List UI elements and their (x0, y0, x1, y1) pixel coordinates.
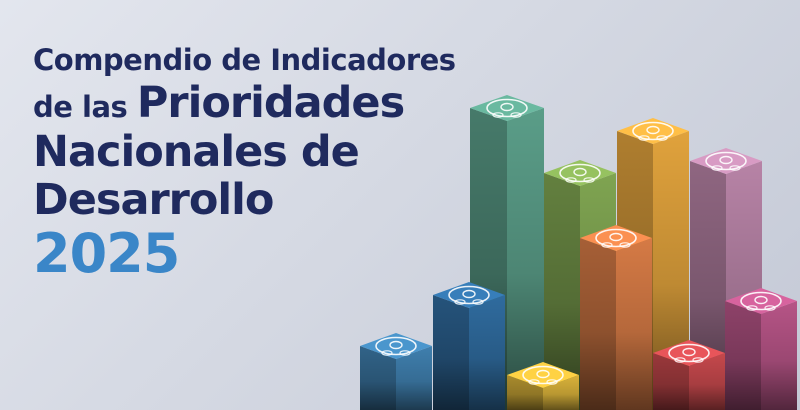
bar-top-face (617, 118, 689, 144)
health-icon (559, 163, 601, 183)
bar-10 (507, 362, 579, 410)
bar-5 (580, 225, 652, 410)
bar-shadow (360, 346, 432, 410)
bar-7 (433, 282, 505, 410)
bar-group (360, 95, 797, 410)
recycle-icon (632, 121, 674, 141)
title-line-1: Compendio de Indicadores (33, 43, 456, 77)
bar-shadow (507, 375, 579, 410)
grain-icon (705, 151, 747, 171)
hands-icon (375, 336, 417, 356)
bar-top-face (360, 333, 432, 359)
bar-shadow (433, 295, 505, 410)
bar-top-face (580, 225, 652, 251)
title-line-3: Nacionales de (33, 127, 360, 177)
bar-shadow (580, 238, 652, 410)
bar-8 (653, 340, 725, 410)
bar-9 (360, 333, 432, 410)
bar-shadow (653, 353, 725, 410)
home-icon (522, 365, 564, 385)
title-line-2-small: de las (33, 90, 128, 124)
landscape-icon (448, 285, 490, 305)
title-line-2-big: Prioridades (136, 78, 405, 128)
bar-top-face (433, 282, 505, 308)
bar-top-face (507, 362, 579, 388)
bar-6 (725, 288, 797, 410)
bar-top-face (470, 95, 544, 121)
people-icon (740, 291, 782, 311)
title-line-2: de las Prioridades (33, 82, 456, 125)
title-year: 2025 (33, 222, 180, 285)
bar-top-face (725, 288, 797, 314)
graph-icon (595, 228, 637, 248)
water-drop-icon (486, 98, 528, 118)
title-block: Compendio de Indicadores de las Priorida… (33, 46, 456, 281)
bar-top-face (653, 340, 725, 366)
title-line-4: Desarrollo (33, 175, 274, 225)
bar-top-face (544, 160, 616, 186)
education-icon (668, 343, 710, 363)
bar-top-face (690, 148, 762, 174)
bar-shadow (725, 301, 797, 410)
